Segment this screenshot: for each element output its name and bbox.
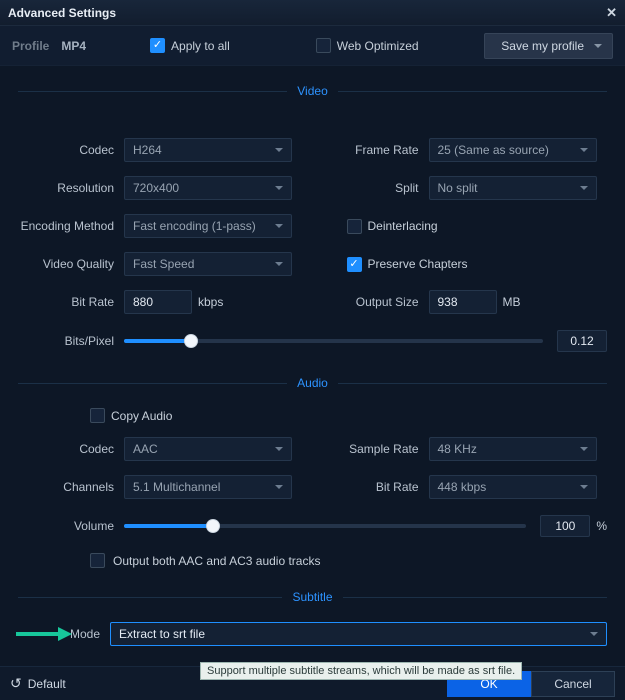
- encoding-select[interactable]: Fast encoding (1-pass): [124, 214, 292, 238]
- bits-pixel-slider[interactable]: [124, 339, 543, 343]
- video-bitrate-input[interactable]: 880: [124, 290, 192, 314]
- subtitle-mode-select[interactable]: Extract to srt file: [110, 622, 607, 646]
- audio-section-divider: Audio: [18, 376, 607, 390]
- reset-icon: ↺: [10, 675, 22, 692]
- audio-codec-select[interactable]: AAC: [124, 437, 292, 461]
- audio-settings-grid: Codec AAC Sample Rate 48 KHz Channels 5.…: [18, 437, 607, 499]
- copy-audio-checkbox[interactable]: [90, 408, 105, 423]
- resolution-label: Resolution: [18, 181, 124, 195]
- bits-pixel-label: Bits/Pixel: [18, 334, 124, 348]
- apply-all-checkbox[interactable]: ✓: [150, 38, 165, 53]
- preserve-chapters-checkbox[interactable]: ✓: [347, 257, 362, 272]
- subtitle-section-title: Subtitle: [292, 590, 332, 604]
- output-both-label: Output both AAC and AC3 audio tracks: [113, 554, 320, 568]
- video-bitrate-label: Bit Rate: [18, 295, 124, 309]
- audio-section-title: Audio: [297, 376, 328, 390]
- channels-label: Channels: [18, 480, 124, 494]
- video-section-divider: Video: [18, 84, 607, 98]
- volume-slider[interactable]: [124, 524, 526, 528]
- copy-audio-label: Copy Audio: [111, 409, 172, 423]
- quality-select[interactable]: Fast Speed: [124, 252, 292, 276]
- volume-row: Volume 100 %: [18, 515, 607, 537]
- profile-header: Profile MP4 ✓ Apply to all Web Optimized…: [0, 26, 625, 66]
- audio-codec-label: Codec: [18, 442, 124, 456]
- deinterlacing-checkbox[interactable]: [347, 219, 362, 234]
- codec-label: Codec: [18, 143, 124, 157]
- video-section-title: Video: [297, 84, 327, 98]
- web-optimized-label: Web Optimized: [337, 39, 419, 53]
- output-both-checkbox[interactable]: [90, 553, 105, 568]
- preserve-chapters-label: Preserve Chapters: [368, 257, 468, 271]
- sample-rate-select[interactable]: 48 KHz: [429, 437, 597, 461]
- video-bitrate-unit: kbps: [198, 295, 223, 309]
- profile-label: Profile: [12, 39, 49, 53]
- channels-select[interactable]: 5.1 Multichannel: [124, 475, 292, 499]
- bits-pixel-value: 0.12: [557, 330, 607, 352]
- split-select[interactable]: No split: [429, 176, 597, 200]
- quality-label: Video Quality: [18, 257, 124, 271]
- volume-value: 100: [540, 515, 590, 537]
- window-title: Advanced Settings: [8, 6, 116, 20]
- volume-unit: %: [596, 519, 607, 533]
- bits-pixel-row: Bits/Pixel 0.12: [18, 330, 607, 352]
- output-size-unit: MB: [503, 295, 521, 309]
- framerate-label: Frame Rate: [323, 143, 429, 157]
- video-settings-grid: Codec H264 Frame Rate 25 (Same as source…: [18, 138, 607, 314]
- subtitle-section-divider: Subtitle: [18, 590, 607, 604]
- volume-label: Volume: [18, 519, 124, 533]
- close-icon[interactable]: ✕: [606, 5, 617, 21]
- output-size-input[interactable]: 938: [429, 290, 497, 314]
- default-button[interactable]: ↺ Default: [10, 675, 66, 692]
- deinterlacing-label: Deinterlacing: [368, 219, 438, 233]
- output-size-label: Output Size: [323, 295, 429, 309]
- audio-bitrate-select[interactable]: 448 kbps: [429, 475, 597, 499]
- cancel-button[interactable]: Cancel: [531, 671, 615, 697]
- split-label: Split: [323, 181, 429, 195]
- audio-bitrate-label: Bit Rate: [323, 480, 429, 494]
- profile-value: MP4: [61, 39, 86, 53]
- subtitle-tooltip: Support multiple subtitle streams, which…: [200, 662, 522, 680]
- sample-rate-label: Sample Rate: [323, 442, 429, 456]
- framerate-select[interactable]: 25 (Same as source): [429, 138, 597, 162]
- encoding-label: Encoding Method: [18, 219, 124, 233]
- video-codec-select[interactable]: H264: [124, 138, 292, 162]
- save-profile-button[interactable]: Save my profile: [484, 33, 613, 59]
- arrow-icon: [14, 624, 74, 644]
- resolution-select[interactable]: 720x400: [124, 176, 292, 200]
- title-bar: Advanced Settings ✕: [0, 0, 625, 26]
- apply-all-label: Apply to all: [171, 39, 230, 53]
- web-optimized-checkbox[interactable]: [316, 38, 331, 53]
